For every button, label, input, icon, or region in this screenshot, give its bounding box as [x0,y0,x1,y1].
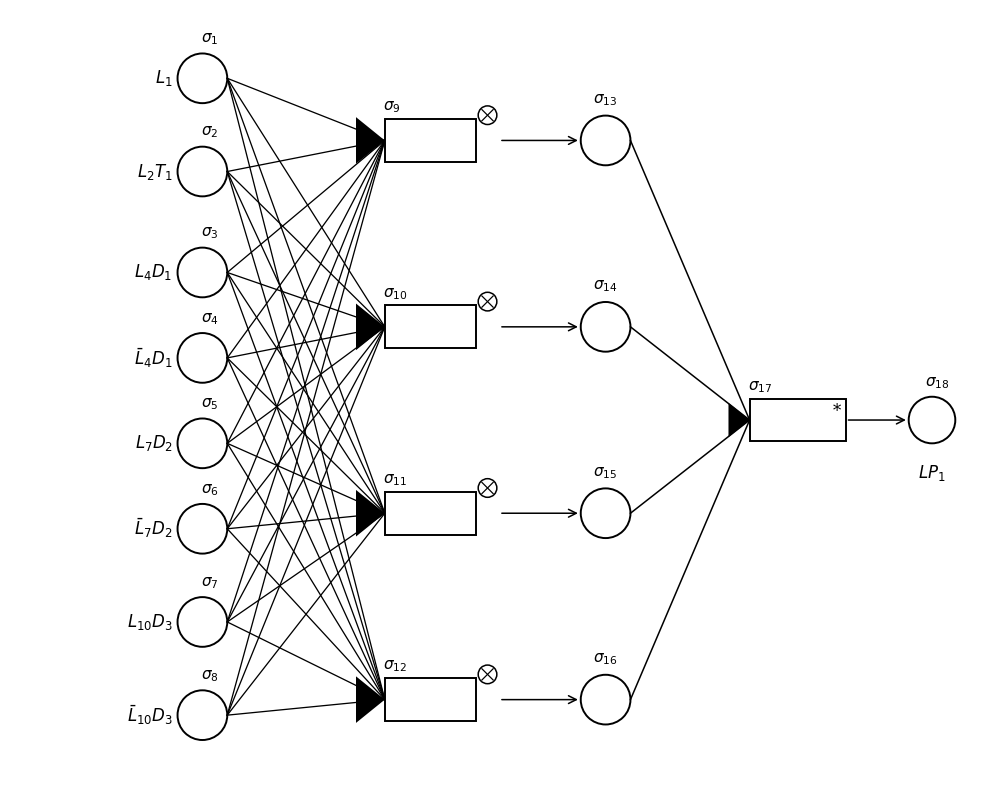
Text: $L_2T_1$: $L_2T_1$ [137,162,173,181]
Text: $\sigma_1$: $\sigma_1$ [201,32,219,47]
Polygon shape [356,676,385,723]
Text: $\sigma_{15}$: $\sigma_{15}$ [593,465,618,481]
Text: $\sigma_9$: $\sigma_9$ [383,100,401,115]
Text: $\sigma_8$: $\sigma_8$ [201,668,219,684]
Polygon shape [728,403,750,437]
Text: $L_{10}D_3$: $L_{10}D_3$ [127,612,173,632]
Text: $\sigma_2$: $\sigma_2$ [201,125,219,141]
Text: $\bar{L}_7D_2$: $\bar{L}_7D_2$ [134,517,173,540]
Text: $L_4D_1$: $L_4D_1$ [134,262,173,282]
Text: $\sigma_4$: $\sigma_4$ [201,311,219,327]
Bar [385,678,476,721]
Text: $\sigma_{17}$: $\sigma_{17}$ [748,379,772,395]
Polygon shape [356,490,385,536]
Bar [385,306,476,348]
Bar [385,119,476,162]
Text: $L_7D_2$: $L_7D_2$ [135,434,173,453]
Polygon shape [356,303,385,350]
Text: $\sigma_5$: $\sigma_5$ [201,396,219,413]
Text: $\bar{L}_4D_1$: $\bar{L}_4D_1$ [134,346,173,370]
Text: $L_1$: $L_1$ [155,68,173,88]
Text: $LP_1$: $LP_1$ [918,463,946,483]
Text: $\sigma_{18}$: $\sigma_{18}$ [925,375,949,391]
Bar [750,399,846,442]
Text: $\sigma_{11}$: $\sigma_{11}$ [383,472,407,488]
Text: $\sigma_{10}$: $\sigma_{10}$ [383,286,407,302]
Text: *: * [833,403,841,420]
Text: $\sigma_{14}$: $\sigma_{14}$ [593,278,618,294]
Text: $\sigma_{12}$: $\sigma_{12}$ [383,659,407,675]
Polygon shape [356,117,385,163]
Text: $\sigma_7$: $\sigma_7$ [201,575,219,591]
Text: $\sigma_{13}$: $\sigma_{13}$ [593,92,618,108]
Text: $\sigma_6$: $\sigma_6$ [201,482,219,498]
Text: $\bar{L}_{10}D_3$: $\bar{L}_{10}D_3$ [127,704,173,726]
Bar [385,492,476,535]
Text: $\sigma_3$: $\sigma_3$ [201,226,219,241]
Text: $\sigma_{16}$: $\sigma_{16}$ [593,651,618,667]
